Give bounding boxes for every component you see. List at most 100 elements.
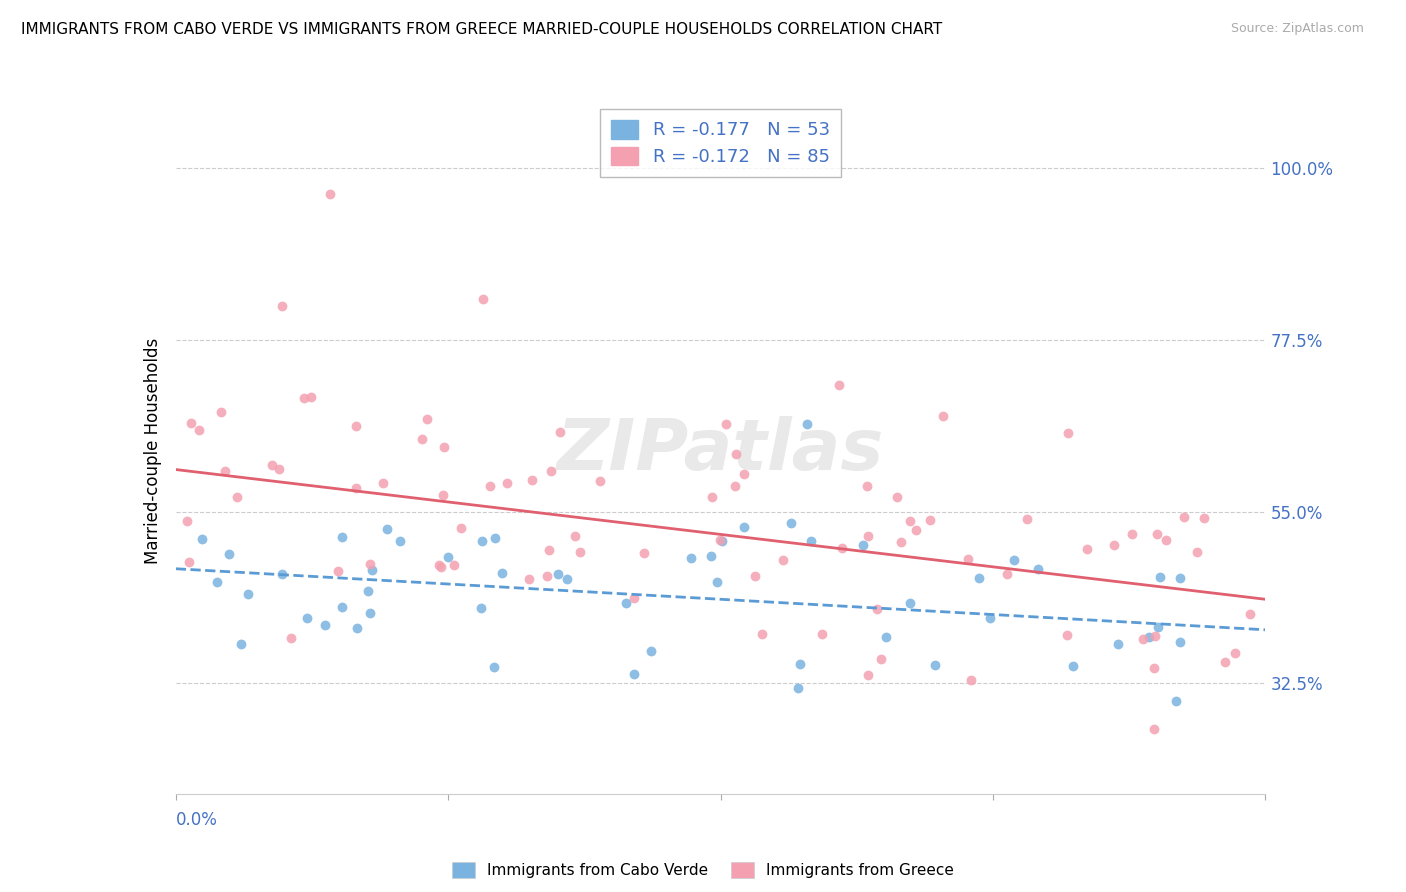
Point [869,651,891,665]
Point [640,644,662,658]
Point [1076,541,1098,556]
Point [1057,426,1080,441]
Point [995,567,1018,582]
Point [319,186,342,201]
Point [969,571,991,585]
Point [856,528,879,542]
Point [681,550,703,565]
Point [633,546,655,560]
Point [1146,527,1168,541]
Point [751,627,773,641]
Point [472,292,495,306]
Point [1028,562,1050,576]
Point [205,575,228,590]
Point [1056,628,1078,642]
Point [789,657,811,672]
Point [214,464,236,478]
Point [1154,533,1177,547]
Point [388,533,411,548]
Point [292,391,315,405]
Point [191,532,214,546]
Point [959,673,981,687]
Point [1213,656,1236,670]
Point [471,534,494,549]
Point [716,417,738,432]
Point [540,464,562,478]
Point [176,514,198,528]
Point [886,491,908,505]
Point [416,412,439,426]
Point [920,513,942,527]
Point [1168,634,1191,648]
Point [589,474,612,488]
Point [484,532,506,546]
Point [427,558,450,573]
Point [299,390,322,404]
Point [344,418,367,433]
Text: ZIPatlas: ZIPatlas [557,416,884,485]
Point [706,575,728,590]
Text: Source: ZipAtlas.com: Source: ZipAtlas.com [1230,22,1364,36]
Point [330,599,353,614]
Point [450,520,472,534]
Point [238,587,260,601]
Point [811,626,834,640]
Point [520,474,543,488]
Point [295,611,318,625]
Point [733,467,755,482]
Point [433,440,456,454]
Point [623,591,645,606]
Point [1164,693,1187,707]
Point [1144,629,1167,643]
Point [855,479,877,493]
Point [1002,553,1025,567]
Point [262,458,284,472]
Point [699,549,721,564]
Point [346,621,368,635]
Point [346,481,368,495]
Text: 0.0%: 0.0% [176,811,218,829]
Point [188,423,211,437]
Point [547,567,569,582]
Point [209,405,232,419]
Y-axis label: Married-couple Households: Married-couple Households [143,337,162,564]
Point [330,530,353,544]
Point [1143,722,1166,736]
Point [856,668,879,682]
Point [359,606,381,620]
Point [470,600,492,615]
Point [1192,511,1215,525]
Point [890,534,912,549]
Point [700,490,723,504]
Point [1147,620,1170,634]
Point [1132,632,1154,647]
Point [623,667,645,681]
Point [875,630,897,644]
Point [614,597,637,611]
Point [904,524,927,538]
Point [218,547,240,561]
Point [957,552,980,566]
Legend: R = -0.177   N = 53, R = -0.172   N = 85: R = -0.177 N = 53, R = -0.172 N = 85 [600,109,841,177]
Point [517,572,540,586]
Point [831,541,853,555]
Point [357,583,380,598]
Point [786,681,808,695]
Point [491,566,513,581]
Point [484,660,506,674]
Point [1149,570,1171,584]
Point [710,533,733,548]
Point [979,611,1001,625]
Point [373,475,395,490]
Point [1062,659,1084,673]
Point [314,618,336,632]
Point [744,568,766,582]
Point [772,553,794,567]
Point [1173,509,1195,524]
Point [828,377,851,392]
Point [180,416,202,430]
Point [432,488,454,502]
Point [496,475,519,490]
Point [564,529,586,543]
Point [359,558,381,572]
